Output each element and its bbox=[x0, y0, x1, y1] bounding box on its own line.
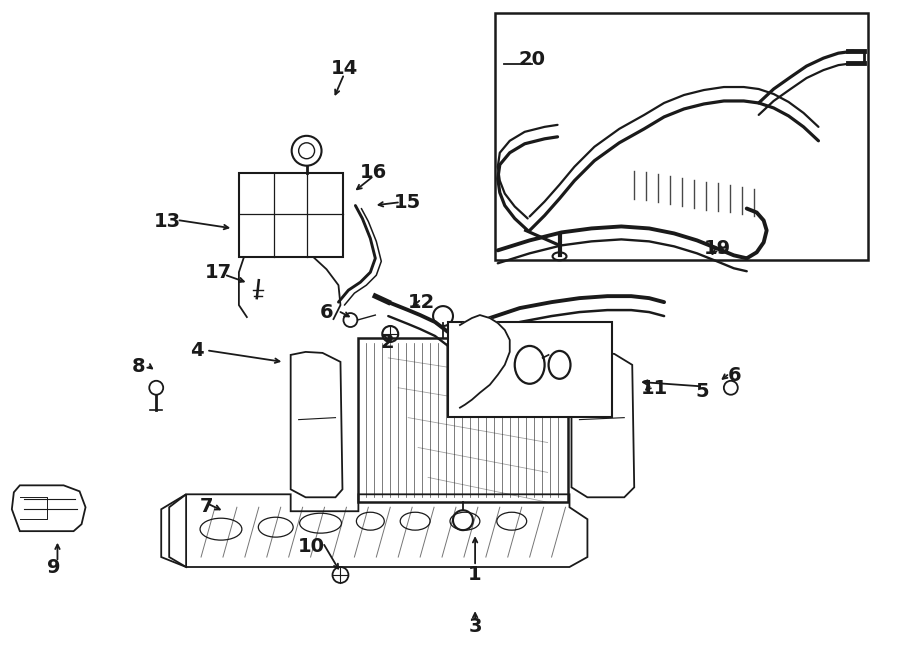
Text: 12: 12 bbox=[408, 293, 435, 313]
Text: 15: 15 bbox=[393, 192, 420, 212]
Bar bbox=[238, 173, 344, 257]
Polygon shape bbox=[460, 315, 509, 408]
Text: 19: 19 bbox=[704, 239, 731, 258]
Text: 13: 13 bbox=[154, 212, 181, 231]
Text: 4: 4 bbox=[191, 341, 204, 360]
Text: 1: 1 bbox=[468, 564, 482, 584]
Text: 9: 9 bbox=[47, 558, 60, 577]
Text: 2: 2 bbox=[381, 333, 394, 352]
Text: 16: 16 bbox=[360, 163, 387, 182]
Text: 6: 6 bbox=[728, 366, 742, 385]
Bar bbox=[495, 13, 868, 260]
Text: 14: 14 bbox=[330, 59, 358, 78]
Text: 20: 20 bbox=[519, 50, 546, 69]
Text: 18: 18 bbox=[571, 342, 598, 361]
Text: 6: 6 bbox=[320, 303, 333, 321]
Text: 3: 3 bbox=[468, 617, 482, 636]
Text: 7: 7 bbox=[200, 498, 213, 516]
Bar bbox=[448, 322, 612, 416]
Bar bbox=[358, 338, 568, 502]
Text: 8: 8 bbox=[131, 357, 145, 376]
Text: 5: 5 bbox=[696, 381, 709, 401]
Text: 11: 11 bbox=[641, 379, 668, 398]
Text: 17: 17 bbox=[205, 263, 232, 282]
Text: 10: 10 bbox=[298, 537, 325, 556]
